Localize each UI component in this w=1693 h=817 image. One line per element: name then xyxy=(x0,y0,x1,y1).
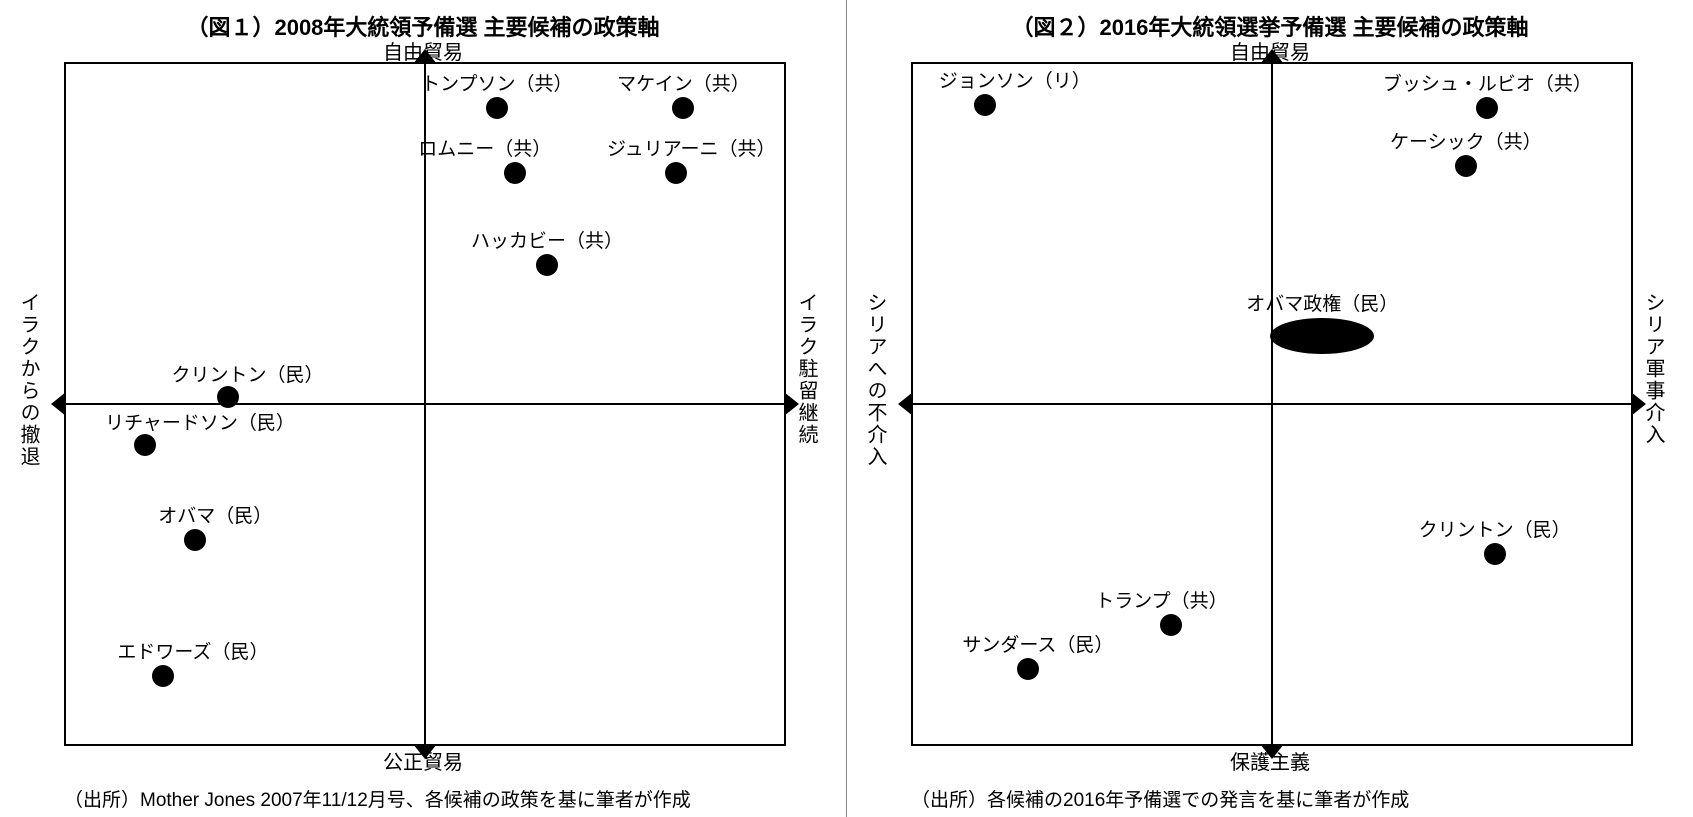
data-label-bush-rubio: ブッシュ・ルビオ（共） xyxy=(1383,69,1592,96)
axis-label-right: イラク駐留継続 xyxy=(792,292,821,446)
data-point-edwards xyxy=(152,665,174,687)
data-label-clinton2: クリントン（民） xyxy=(1419,515,1571,542)
data-label-edwards: エドワーズ（民） xyxy=(117,637,268,664)
data-point-sanders xyxy=(1017,658,1039,680)
page: （図１）2008年大統領予備選 主要候補の政策軸トンプソン（共）マケイン（共）ロ… xyxy=(0,0,1693,817)
data-label-mccain: マケイン（共） xyxy=(617,69,750,96)
chart-panel-2016: （図２）2016年大統領選挙予備選 主要候補の政策軸ジョンソン（リ）ブッシュ・ル… xyxy=(847,0,1693,817)
axis-arrow-left xyxy=(51,392,66,416)
data-label-huckabee: ハッカビー（共） xyxy=(471,226,623,253)
data-label-romney: ロムニー（共） xyxy=(418,134,551,161)
data-label-sanders: サンダース（民） xyxy=(962,630,1113,657)
data-label-clinton: クリントン（民） xyxy=(172,360,324,387)
data-point-huckabee xyxy=(536,254,558,276)
data-label-johnson: ジョンソン（リ） xyxy=(939,66,1091,93)
y-axis xyxy=(424,64,426,744)
data-point-kasich xyxy=(1455,155,1477,177)
source-text: （出所）各候補の2016年予備選での発言を基に筆者が作成 xyxy=(911,785,1409,812)
data-point-obama xyxy=(184,529,206,551)
data-point-johnson xyxy=(974,94,996,116)
axis-label-bottom: 保護主義 xyxy=(1170,746,1370,775)
data-point-thompson xyxy=(486,97,508,119)
data-point-trump xyxy=(1160,614,1182,636)
data-point-mccain xyxy=(672,97,694,119)
data-label-obama-admin: オバマ政権（民） xyxy=(1246,289,1398,316)
data-point-clinton xyxy=(217,386,239,408)
data-label-richardson: リチャードソン（民） xyxy=(105,408,295,435)
data-label-thompson: トンプソン（共） xyxy=(421,69,572,96)
data-label-obama: オバマ（民） xyxy=(158,501,272,528)
data-label-kasich: ケーシック（共） xyxy=(1390,127,1542,154)
data-point-romney xyxy=(504,162,526,184)
axis-label-right: シリア軍事介入 xyxy=(1639,292,1668,446)
data-point-richardson xyxy=(134,434,156,456)
plot-area: ジョンソン（リ） ブッシュ・ルビオ（共） ケーシック（共） オバマ政権（民） クリントン… xyxy=(911,62,1633,746)
source-text: （出所）Mother Jones 2007年11/12月号、各候補の政策を基に筆… xyxy=(64,785,691,812)
plot-area: トンプソン（共） マケイン（共） ロムニー（共） ジュリアーニ（共） ハッカビー（共） ク… xyxy=(64,62,786,746)
data-label-giuliani: ジュリアーニ（共） xyxy=(607,134,776,161)
data-point-giuliani xyxy=(665,162,687,184)
data-point-bush-rubio xyxy=(1476,97,1498,119)
axis-label-left: シリアへの不介入 xyxy=(861,292,890,468)
axis-arrow-left xyxy=(898,392,913,416)
data-point-clinton2 xyxy=(1484,543,1506,565)
chart-panel-2008: （図１）2008年大統領予備選 主要候補の政策軸トンプソン（共）マケイン（共）ロ… xyxy=(0,0,846,817)
axis-label-top: 自由貿易 xyxy=(1170,36,1370,65)
axis-label-top: 自由貿易 xyxy=(323,36,523,65)
axis-label-bottom: 公正貿易 xyxy=(323,746,523,775)
y-axis xyxy=(1271,64,1273,744)
data-point-obama-admin xyxy=(1270,318,1374,354)
data-label-trump: トランプ（共） xyxy=(1095,586,1227,613)
axis-label-left: イラクからの撤退 xyxy=(14,292,43,468)
